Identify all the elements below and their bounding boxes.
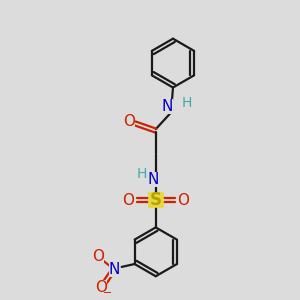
Text: H: H [137, 167, 147, 181]
Text: N: N [161, 99, 173, 114]
Text: O: O [95, 280, 107, 295]
Text: O: O [122, 193, 134, 208]
Text: N: N [109, 262, 120, 277]
Text: S: S [150, 191, 162, 209]
Text: H: H [181, 96, 192, 110]
Bar [149, 193, 163, 207]
Text: O: O [123, 115, 135, 130]
Text: N: N [147, 172, 159, 187]
Text: −: − [103, 288, 112, 298]
Text: O: O [92, 249, 104, 264]
Text: O: O [177, 193, 189, 208]
